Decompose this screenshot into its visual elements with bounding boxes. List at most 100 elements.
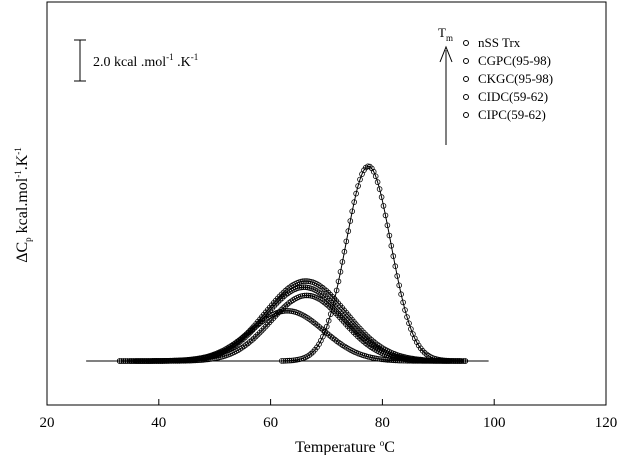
scale-bar-label: 2.0 kcal .mol-1 .K-1 <box>93 52 198 70</box>
series-4-point-6 <box>128 358 135 364</box>
tm-arrow-label: Tm <box>438 25 453 43</box>
series-4-point-163 <box>435 358 442 364</box>
legend-label-1: CGPC(95-98) <box>478 53 551 68</box>
series-4-point-135 <box>380 356 387 363</box>
legend-marker-1 <box>463 58 469 64</box>
series-4-point-23 <box>161 357 168 364</box>
series-4-point-30 <box>175 357 182 364</box>
series-4-point-147 <box>404 357 411 364</box>
series-4-point-35 <box>185 356 191 363</box>
series-0-point-37 <box>351 199 358 205</box>
series-4-point-36 <box>187 356 193 363</box>
series-4-point-132 <box>375 355 381 362</box>
series-0-point-60 <box>396 282 403 289</box>
series-4-point-37 <box>189 356 195 363</box>
series-4-point-20 <box>156 358 162 364</box>
x-axis-title: Temperature oC <box>295 438 395 455</box>
series-4-point-139 <box>388 357 395 364</box>
series-4-point-10 <box>136 358 143 364</box>
series-4-point-133 <box>377 356 383 362</box>
series-2-point-90 <box>304 278 310 284</box>
series-4-point-161 <box>431 358 438 364</box>
series-4-point-137 <box>384 357 391 363</box>
series-0-point-54 <box>384 222 391 229</box>
series-4-point-143 <box>396 357 403 364</box>
series-4-point-21 <box>158 358 164 364</box>
x-tick-label-20: 20 <box>40 415 55 431</box>
series-4-point-26 <box>167 357 174 364</box>
series-4-point-130 <box>371 355 377 361</box>
series-1-point-88 <box>305 292 312 299</box>
series-4-point-25 <box>165 357 172 364</box>
legend-label-0: nSS Trx <box>478 35 521 50</box>
series-3-point-174 <box>457 358 463 364</box>
series-4-point-14 <box>144 358 150 364</box>
series-0-point-32 <box>341 248 348 255</box>
series-4-point-28 <box>171 357 178 364</box>
series-0-point-49 <box>374 179 381 185</box>
legend: nSS Trx CGPC(95-98) CKGC(95-98) CIDC(59-62)… <box>463 35 553 122</box>
series-4-point-151 <box>412 358 418 364</box>
series-0-point-30 <box>337 268 344 275</box>
series-0-point-5 <box>288 357 295 364</box>
series-4-point-1 <box>118 358 125 364</box>
series-4-point-86 <box>285 307 291 314</box>
series-1-point-86 <box>301 292 308 299</box>
series-0-point-2 <box>282 357 289 364</box>
series-4-point-146 <box>402 357 409 364</box>
series-4-point-127 <box>365 353 371 360</box>
series-4-point-15 <box>146 358 152 364</box>
series-0-point-3 <box>284 357 291 364</box>
series-4-point-88 <box>288 308 295 315</box>
series-3-point-124 <box>359 333 366 340</box>
series-4-point-41 <box>197 355 203 362</box>
plot-frame <box>46 1 607 406</box>
series-4-point-152 <box>414 358 420 364</box>
series-3-point-83 <box>279 295 285 301</box>
series-4-point-18 <box>152 358 158 364</box>
series-3-point-92 <box>296 284 303 291</box>
series-1-point-59 <box>249 337 255 344</box>
series-4-point-87 <box>287 308 293 314</box>
series-4-point-136 <box>382 356 389 363</box>
series-0-point-1 <box>280 358 287 364</box>
series-3-point-95 <box>302 284 309 291</box>
series-2-point-89 <box>302 278 308 284</box>
series-4-point-148 <box>406 357 413 364</box>
series-4-point-154 <box>418 358 424 364</box>
series-layer <box>116 163 469 364</box>
series-1-point-87 <box>303 292 310 299</box>
series-4-point-157 <box>423 358 430 364</box>
legend-label-2: CKGC(95-98) <box>478 71 553 86</box>
series-4-point-166 <box>441 358 448 364</box>
series-4-point-144 <box>398 357 405 364</box>
x-tick-label-60: 60 <box>263 415 278 431</box>
series-2-point-88 <box>300 278 306 285</box>
series-4-point-34 <box>183 357 190 363</box>
series-0-point-24 <box>325 317 332 324</box>
series-4-point-83 <box>279 308 285 315</box>
series-4-point-32 <box>179 357 186 364</box>
scale-bar: 2.0 kcal .mol-1 .K-1 <box>74 39 198 82</box>
series-4-point-33 <box>181 357 188 363</box>
series-4-point-134 <box>378 356 385 363</box>
series-4-point-159 <box>427 358 434 364</box>
series-1-point-85 <box>299 292 306 299</box>
series-4-point-5 <box>126 358 133 364</box>
series-1-point-75 <box>280 305 287 311</box>
series-2-point-171 <box>462 358 469 364</box>
series-3-point-171 <box>451 358 458 364</box>
series-4-point-27 <box>169 357 176 364</box>
series-0-point-52 <box>380 203 387 209</box>
series-0-point-66 <box>408 326 414 332</box>
series-0-point-53 <box>382 212 389 219</box>
series-4-point-8 <box>132 358 139 364</box>
series-0-point-50 <box>376 186 383 192</box>
series-4-point-11 <box>138 358 145 364</box>
legend-marker-0 <box>463 40 469 46</box>
series-4-point-12 <box>140 358 146 364</box>
series-4-point-38 <box>191 356 197 362</box>
series-3-point-93 <box>298 284 305 291</box>
series-0-point-7 <box>292 357 299 363</box>
series-0-point-62 <box>400 299 406 306</box>
